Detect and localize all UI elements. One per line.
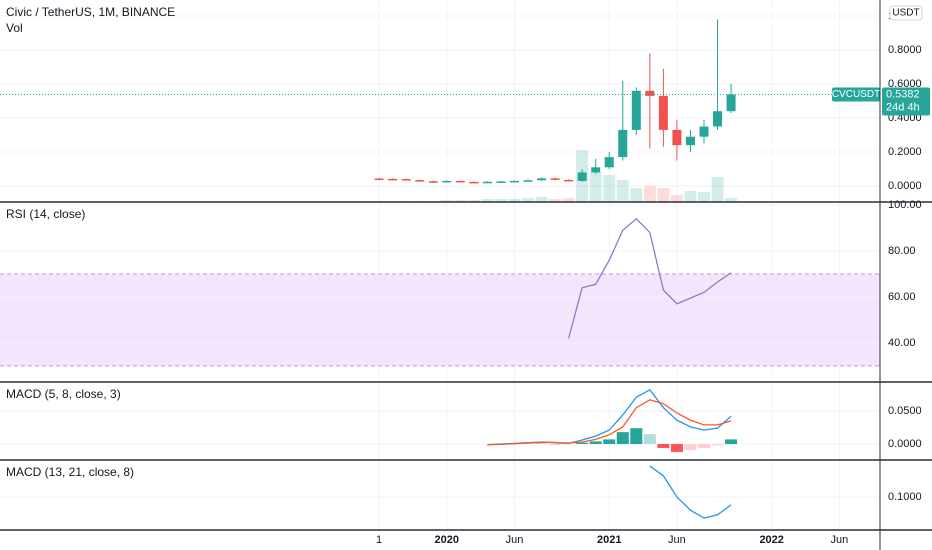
candle-body <box>564 179 574 182</box>
volume-bar <box>454 200 467 202</box>
candle-body <box>591 167 601 173</box>
y-tick-label: 0.0500 <box>888 405 922 417</box>
y-tick-label: 0.2000 <box>888 146 922 158</box>
y-tick-label: 40.00 <box>888 337 916 349</box>
candle-body <box>672 129 682 146</box>
histogram-bar <box>711 444 724 446</box>
candle-body <box>618 129 628 158</box>
histogram-bar <box>698 444 710 448</box>
volume-bar <box>562 198 575 202</box>
volume-bar <box>481 199 494 202</box>
candle-body <box>442 180 452 183</box>
histogram-bar <box>684 444 697 450</box>
candle-body <box>482 181 492 184</box>
candle-body <box>388 178 398 181</box>
volume-bar <box>698 192 710 202</box>
candle-body <box>550 178 560 180</box>
symbol-label: CVCUSDT <box>832 89 880 100</box>
candle-body <box>631 90 641 130</box>
countdown-label: 24d 4h <box>886 101 920 113</box>
volume-title: Vol <box>6 21 23 35</box>
volume-bar <box>657 188 670 202</box>
indicator-line <box>649 465 732 519</box>
volume-bar <box>725 198 738 202</box>
candle-body <box>685 136 695 146</box>
volume-bar <box>643 186 656 202</box>
candle-body <box>496 181 506 183</box>
candle-body <box>537 178 547 181</box>
volume-bar <box>589 172 602 202</box>
candle-body <box>604 157 614 168</box>
candle-body <box>401 179 411 181</box>
histogram-bar <box>657 444 670 448</box>
volume-bar <box>684 191 697 202</box>
y-tick-label: 0.6000 <box>888 78 922 90</box>
candle-body <box>577 172 587 181</box>
candle-body <box>469 181 479 184</box>
symbol-box <box>832 87 880 102</box>
y-tick-label: 0.8000 <box>888 44 922 56</box>
histogram-bar <box>725 439 738 445</box>
indicator-line <box>567 217 732 339</box>
price-label: 0.5382 <box>886 88 920 100</box>
histogram-bar <box>603 439 616 445</box>
volume-bar <box>440 200 453 202</box>
pane-title: MACD (13, 21, close, 8) <box>6 465 134 479</box>
candle-body <box>374 178 384 181</box>
pane-title: MACD (5, 8, close, 3) <box>6 387 121 401</box>
candle-body <box>523 180 533 182</box>
histogram-bar <box>589 441 602 445</box>
x-tick-label: 1 <box>376 534 382 546</box>
x-tick-label: 2021 <box>597 534 621 546</box>
candle-body <box>455 180 465 183</box>
volume-bar <box>670 195 683 202</box>
candle-body <box>726 94 736 112</box>
pane-title: Civic / TetherUS, 1M, BINANCE <box>6 5 175 19</box>
candle-body <box>713 111 723 127</box>
volume-bar <box>494 199 507 202</box>
histogram-bar <box>643 434 656 445</box>
currency-box <box>889 5 923 21</box>
volume-bar <box>549 199 562 202</box>
y-tick-label: 0.1000 <box>888 491 922 503</box>
volume-bar <box>616 180 629 202</box>
volume-bar <box>711 177 724 202</box>
volume-bar <box>630 188 643 202</box>
pane-title: RSI (14, close) <box>6 207 85 221</box>
y-tick-label: 100.00 <box>888 199 922 211</box>
candle-body <box>699 126 709 137</box>
volume-bar <box>522 198 534 202</box>
y-tick-label: 80.00 <box>888 245 916 257</box>
y-tick-label: 0.0000 <box>888 180 922 192</box>
histogram-bar <box>576 442 589 445</box>
signal-line <box>487 399 732 446</box>
x-tick-label: Jun <box>668 534 686 546</box>
currency-label: USDT <box>892 8 919 19</box>
x-tick-label: Jun <box>831 534 849 546</box>
price-box <box>882 87 930 116</box>
x-tick-label: 2022 <box>759 534 783 546</box>
y-tick-label: 60.00 <box>888 291 916 303</box>
candle-body <box>645 90 655 96</box>
y-tick-label: 0.0000 <box>888 438 922 450</box>
x-tick-label: 2020 <box>435 534 459 546</box>
candle-body <box>415 180 425 182</box>
histogram-bar <box>616 432 629 445</box>
candle-body <box>509 180 519 183</box>
volume-bar <box>535 197 548 202</box>
x-tick-label: Jun <box>506 534 524 546</box>
rsi-band <box>0 273 880 366</box>
candle-body <box>658 95 668 130</box>
volume-bar <box>603 175 616 202</box>
histogram-bar <box>670 444 683 452</box>
volume-bar <box>467 200 480 202</box>
candle-body <box>428 181 438 183</box>
histogram-bar <box>630 428 643 445</box>
volume-bar <box>508 199 521 202</box>
